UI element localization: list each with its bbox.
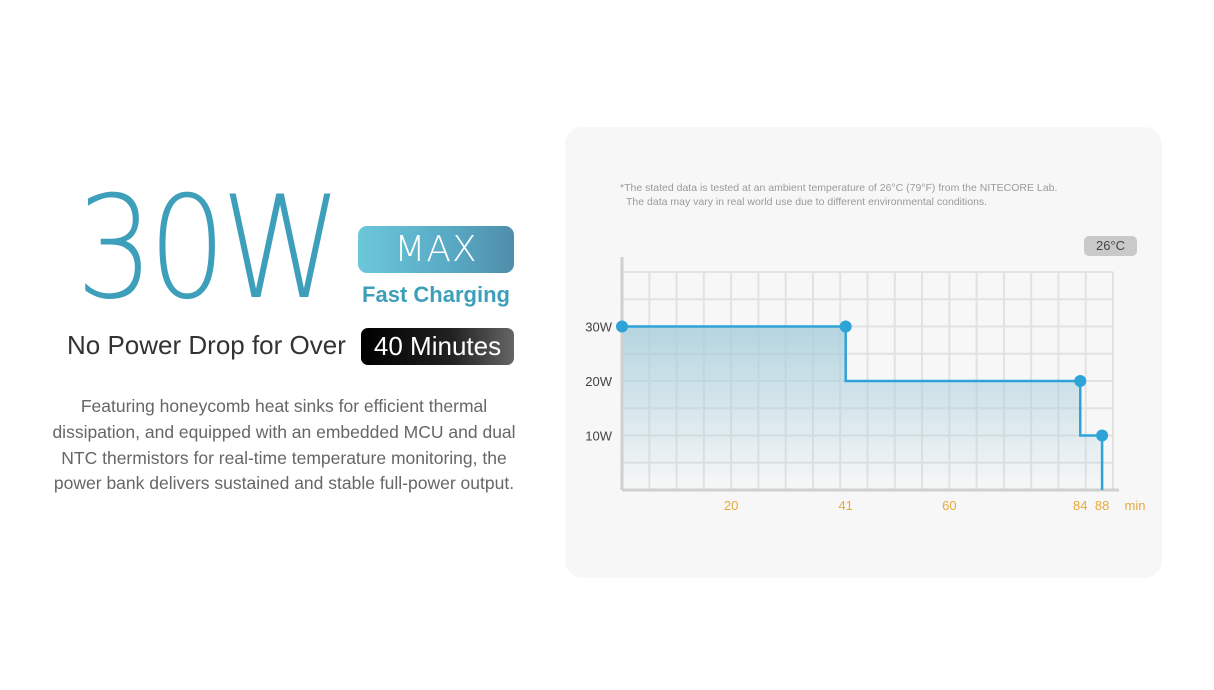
power-chart: 30W 20W 10W 20 41 60 84 88 min bbox=[585, 257, 1146, 513]
x-axis-label: min bbox=[1125, 498, 1146, 513]
temperature-badge: 26°C bbox=[1084, 236, 1137, 256]
description: Featuring honeycomb heat sinks for effic… bbox=[52, 396, 516, 494]
minutes-badge: 40 Minutes bbox=[361, 328, 514, 365]
chart-panel: *The stated data is tested at an ambient… bbox=[565, 127, 1162, 578]
data-point bbox=[616, 320, 628, 333]
x-tick-label: 41 bbox=[838, 498, 852, 513]
note-line-1: *The stated data is tested at an ambient… bbox=[620, 182, 1058, 194]
data-point bbox=[1096, 429, 1109, 442]
tagline-text: No Power Drop for Over bbox=[67, 330, 346, 360]
x-tick-label: 60 bbox=[942, 498, 956, 513]
fast-charging-label: Fast Charging bbox=[362, 282, 510, 307]
y-tick-label: 30W bbox=[585, 320, 612, 335]
headline-power: 30W bbox=[76, 166, 342, 331]
y-tick-label: 10W bbox=[585, 429, 612, 444]
series-area bbox=[622, 326, 1103, 490]
x-tick-label: 88 bbox=[1095, 498, 1109, 513]
data-point bbox=[839, 320, 852, 333]
x-tick-label: 20 bbox=[724, 498, 738, 513]
data-point bbox=[1074, 375, 1087, 387]
test-note: *The stated data is tested at an ambient… bbox=[620, 181, 1057, 209]
max-badge: MAX bbox=[358, 226, 514, 273]
note-line-2: The data may vary in real world use due … bbox=[626, 196, 988, 208]
x-tick-label: 84 bbox=[1073, 498, 1087, 513]
y-tick-label: 20W bbox=[585, 374, 612, 389]
